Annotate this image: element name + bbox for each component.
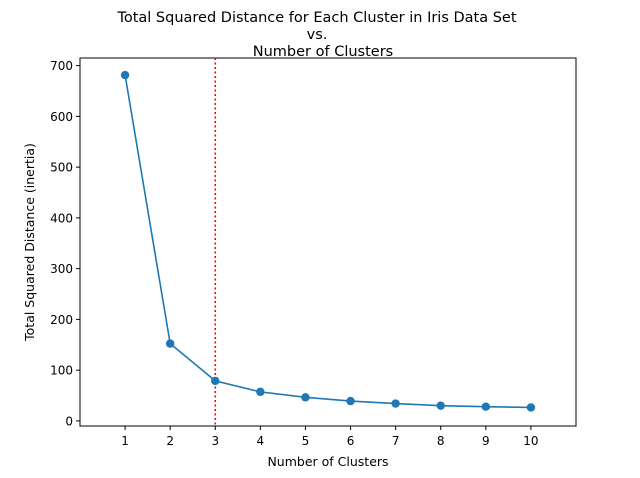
x-tick-label-4: 4 <box>257 434 265 448</box>
x-tick-label-10: 10 <box>523 434 538 448</box>
data-point-k10 <box>526 403 536 412</box>
x-axis-label: Number of Clusters <box>267 454 388 469</box>
y-tick-label-0: 0 <box>65 414 73 428</box>
y-tick-label-100: 100 <box>50 364 73 378</box>
chart-title-line-1: Total Squared Distance for Each Cluster … <box>116 10 516 26</box>
data-point-k8 <box>436 401 445 410</box>
y-tick-label-300: 300 <box>50 262 73 276</box>
x-tick-label-1: 1 <box>121 434 129 448</box>
data-point-k1 <box>120 70 130 80</box>
data-point-k7 <box>391 399 400 408</box>
y-axis-label: Total Squared Distance (inertia) <box>22 143 37 342</box>
y-tick-label-600: 600 <box>50 110 73 124</box>
data-point-k3 <box>211 376 220 386</box>
x-tick-label-2: 2 <box>166 434 174 448</box>
y-tick-label-400: 400 <box>50 211 73 225</box>
chart-title-line-3: Number of Clusters <box>253 44 393 60</box>
x-tick-label-5: 5 <box>302 434 310 448</box>
data-point-k4 <box>256 387 265 397</box>
data-point-k2 <box>165 339 175 348</box>
x-tick-label-3: 3 <box>211 434 219 448</box>
x-tick-label-7: 7 <box>392 434 400 448</box>
plot-frame <box>79 57 577 427</box>
y-tick-label-500: 500 <box>50 161 73 175</box>
x-tick-label-6: 6 <box>347 434 355 448</box>
data-point-k6 <box>346 396 355 406</box>
y-tick-label-700: 700 <box>50 59 73 73</box>
chart-title-line-2: vs. <box>307 27 328 43</box>
data-point-k5 <box>301 393 310 402</box>
x-tick-label-8: 8 <box>437 434 445 448</box>
x-tick-label-9: 9 <box>482 434 490 448</box>
y-tick-label-200: 200 <box>50 313 73 327</box>
data-point-k9 <box>481 402 491 411</box>
inertia-series-line <box>124 74 531 409</box>
